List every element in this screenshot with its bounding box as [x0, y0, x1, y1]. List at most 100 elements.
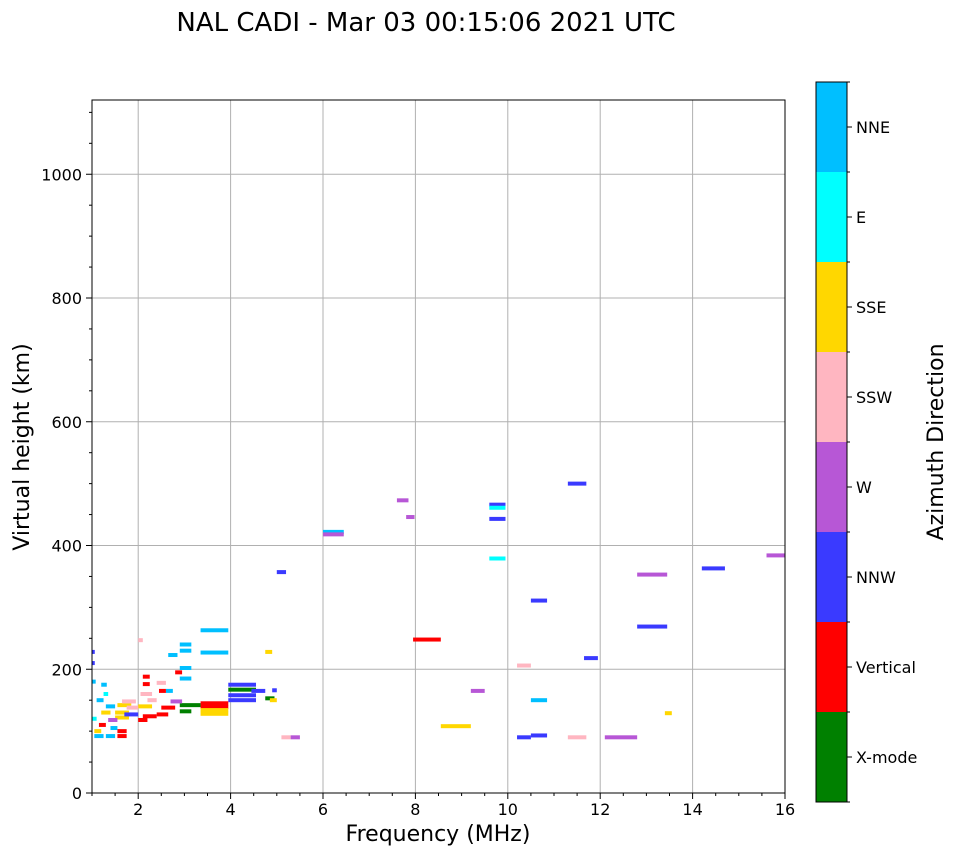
data-segment-86 [110, 726, 118, 731]
data-segment-22 [530, 733, 548, 738]
data-segments [92, 481, 785, 740]
colorbar-swatch-x-mode [816, 712, 847, 802]
data-segment-4 [489, 502, 506, 507]
x-axis-ticks: 2 4 6 8 10 12 14 16 [91, 793, 795, 819]
x-tick-label-5: 12 [590, 800, 610, 819]
colorbar: X-mode Vertical NNW W SSW SSE E NNE [815, 81, 917, 803]
data-segment-20 [664, 711, 672, 716]
data-segment-81 [92, 679, 96, 684]
data-segment-61 [142, 674, 150, 679]
data-segment-6 [489, 516, 506, 521]
data-segment-54 [156, 712, 169, 717]
colorbar-swatch-nnw [816, 532, 847, 622]
data-segment-55 [142, 714, 157, 719]
colorbar-label-ssw: SSW [856, 388, 892, 407]
data-segment-77 [94, 734, 104, 739]
x-tick-label-6: 14 [682, 800, 702, 819]
data-segment-87 [94, 729, 102, 734]
y-tick-label-3: 600 [51, 413, 82, 432]
plot-frame [91, 99, 786, 794]
data-segment-41 [251, 688, 266, 693]
data-segment-21 [517, 735, 531, 740]
colorbar-swatch-sse [816, 262, 847, 352]
x-tick-label-1: 4 [226, 800, 236, 819]
data-segment-48 [200, 711, 229, 716]
data-segment-70 [122, 699, 136, 704]
data-segment-28 [200, 628, 229, 633]
x-tick-label-3: 8 [410, 800, 420, 819]
x-tick-label-2: 6 [318, 800, 328, 819]
grid-lines [92, 100, 786, 794]
data-segment-25 [281, 735, 291, 740]
data-segment-40 [228, 698, 257, 703]
data-segment-83 [92, 649, 95, 654]
data-segment-8 [567, 481, 587, 486]
data-segment-44 [269, 698, 277, 703]
data-segment-29 [200, 650, 229, 655]
data-segment-71 [105, 704, 116, 709]
data-segment-73 [108, 717, 118, 722]
data-segment-62 [142, 682, 150, 687]
data-segment-24 [604, 735, 638, 740]
data-segment-76 [117, 734, 127, 739]
colorbar-label-nne: NNE [856, 118, 890, 137]
data-segment-67 [115, 715, 129, 720]
y-tick-label-2: 400 [51, 537, 82, 556]
chart-title: NAL CADI - Mar 03 00:15:06 2021 UTC [176, 8, 675, 38]
data-segment-80 [96, 698, 104, 703]
colorbar-label-vertical: Vertical [856, 658, 916, 677]
data-segment-37 [228, 682, 257, 687]
data-segment-69 [124, 712, 139, 717]
colorbar-swatch-nne [816, 82, 847, 172]
data-segment-15 [584, 656, 598, 661]
data-segment-84 [101, 682, 107, 687]
data-segment-5 [489, 505, 506, 510]
colorbar-label-nnw: NNW [856, 568, 896, 587]
data-segment-30 [179, 642, 192, 647]
data-segment-31 [179, 648, 192, 653]
colorbar-swatch-ssw [816, 352, 847, 442]
data-segment-85 [103, 692, 109, 696]
data-segment-64 [138, 704, 153, 709]
y-tick-label-5: 1000 [41, 165, 82, 184]
data-segment-19 [440, 724, 471, 729]
data-segment-56 [138, 717, 148, 722]
data-segment-14 [413, 637, 441, 642]
data-segment-16 [517, 663, 531, 668]
data-segment-12 [530, 598, 548, 603]
data-segment-11 [637, 572, 668, 577]
data-segment-78 [105, 734, 116, 739]
data-segment-79 [92, 716, 97, 721]
y-tick-label-0: 0 [72, 784, 82, 803]
colorbar-swatch-vertical [816, 622, 847, 712]
x-tick-label-0: 2 [133, 800, 143, 819]
data-segment-57 [165, 688, 173, 693]
colorbar-label-x-mode: X-mode [856, 748, 917, 767]
y-tick-label-4: 800 [51, 289, 82, 308]
data-segment-3 [406, 515, 415, 520]
colorbar-label-w: W [856, 478, 872, 497]
data-segment-36 [265, 649, 273, 654]
data-segment-58 [140, 692, 153, 696]
colorbar-swatch-e [816, 172, 847, 262]
data-segment-34 [168, 653, 178, 658]
y-tick-label-1: 200 [51, 660, 82, 679]
data-segment-52 [170, 699, 183, 704]
data-segment-50 [179, 709, 192, 714]
data-segment-45 [200, 701, 229, 706]
colorbar-label-sse: SSE [856, 298, 886, 317]
data-segment-27 [276, 570, 287, 575]
data-segment-75 [117, 729, 127, 734]
data-segment-72 [101, 710, 111, 715]
data-segment-68 [126, 705, 139, 710]
data-segment-1 [323, 532, 344, 537]
data-segment-38 [228, 687, 257, 692]
data-segment-23 [567, 735, 587, 740]
data-segment-65 [117, 703, 132, 708]
data-segment-10 [701, 566, 725, 571]
data-segment-35 [138, 638, 143, 643]
colorbar-frame [815, 81, 848, 803]
x-tick-label-4: 10 [498, 800, 518, 819]
data-segment-46 [200, 704, 229, 709]
data-segment-47 [200, 708, 229, 713]
